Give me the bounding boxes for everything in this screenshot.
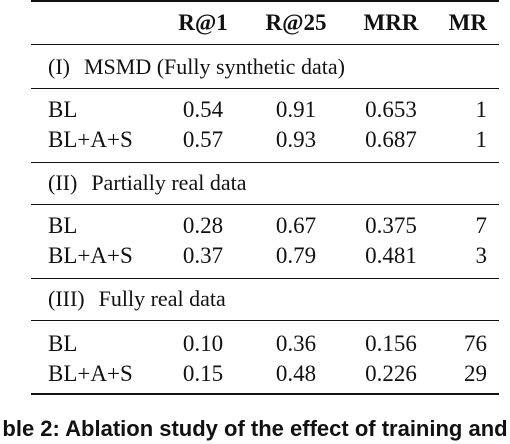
r1-cell: 0.37 <box>182 243 224 268</box>
mr-cell: 1 <box>475 127 488 152</box>
table-caption: ble 2: Ablation study of the effect of t… <box>2 416 508 441</box>
table-row: BL+A+S 0.37 0.79 0.481 3 <box>31 241 499 271</box>
col-header-mrr: MRR <box>363 10 419 35</box>
mr-cell: 1 <box>475 97 488 122</box>
method-cell: BL <box>48 213 78 238</box>
r1-cell: 0.54 <box>182 97 224 122</box>
mrr-cell: 0.687 <box>365 127 417 152</box>
r25-cell: 0.36 <box>275 331 317 356</box>
header-row: R@1 R@25 MRR MR <box>31 8 499 38</box>
bottom-rule <box>31 393 499 395</box>
mr-cell: 3 <box>475 243 488 268</box>
r1-cell: 0.57 <box>182 127 224 152</box>
r1-cell: 0.28 <box>182 213 224 238</box>
r25-cell: 0.91 <box>275 97 317 122</box>
mrr-cell: 0.481 <box>365 243 417 268</box>
r25-cell: 0.79 <box>275 243 317 268</box>
r25-cell: 0.48 <box>275 361 317 386</box>
section-title-1: (I) MSMD (Fully synthetic data) <box>48 52 345 82</box>
col-header-mr: MR <box>448 10 487 35</box>
section-roman: (III) <box>48 286 85 311</box>
header-rule <box>31 44 499 45</box>
section-rule <box>31 278 499 279</box>
r25-cell: 0.67 <box>275 213 317 238</box>
method-cell: BL+A+S <box>48 361 133 386</box>
table-row: BL+A+S 0.15 0.48 0.226 29 <box>31 359 499 389</box>
section-rule <box>31 204 499 205</box>
r1-cell: 0.10 <box>182 331 224 356</box>
mrr-cell: 0.653 <box>365 97 417 122</box>
table-row: BL 0.54 0.91 0.653 1 <box>31 95 499 125</box>
method-cell: BL <box>48 97 78 122</box>
method-cell: BL+A+S <box>48 127 133 152</box>
r25-cell: 0.93 <box>275 127 317 152</box>
section-roman: (II) <box>48 170 78 195</box>
section-rule <box>31 320 499 321</box>
table-row: BL 0.10 0.36 0.156 76 <box>31 329 499 359</box>
mr-cell: 76 <box>464 331 487 356</box>
section-label: Partially real data <box>91 170 247 195</box>
col-header-r1: R@1 <box>178 10 228 35</box>
mrr-cell: 0.156 <box>365 331 417 356</box>
table-row: BL+A+S 0.57 0.93 0.687 1 <box>31 125 499 155</box>
section-label: MSMD (Fully synthetic data) <box>83 54 345 79</box>
col-header-r25: R@25 <box>265 10 327 35</box>
method-cell: BL+A+S <box>48 243 133 268</box>
mrr-cell: 0.226 <box>365 361 417 386</box>
mrr-cell: 0.375 <box>365 213 417 238</box>
section-title-3: (III) Fully real data <box>48 284 226 314</box>
top-rule <box>31 0 499 2</box>
mr-cell: 7 <box>475 213 488 238</box>
section-label: Fully real data <box>98 286 226 311</box>
section-roman: (I) <box>48 54 70 79</box>
mr-cell: 29 <box>464 361 487 386</box>
r1-cell: 0.15 <box>182 361 224 386</box>
section-rule <box>31 162 499 163</box>
section-rule <box>31 88 499 89</box>
method-cell: BL <box>48 331 78 356</box>
section-title-2: (II) Partially real data <box>48 168 246 198</box>
table-row: BL 0.28 0.67 0.375 7 <box>31 211 499 241</box>
